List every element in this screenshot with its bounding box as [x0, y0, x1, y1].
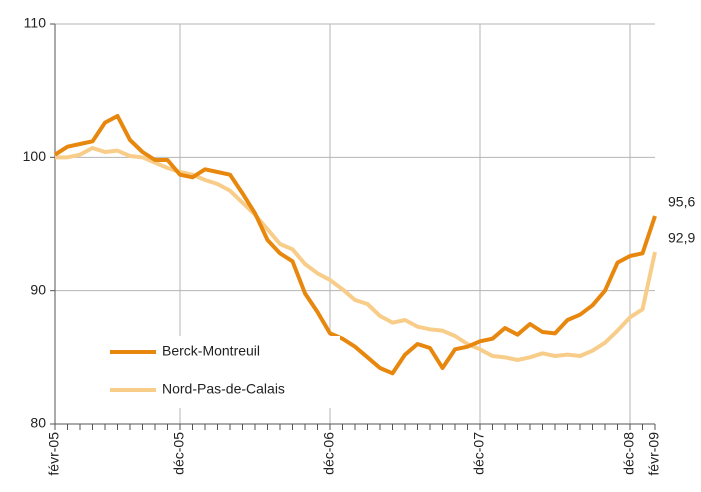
- x-tick-label: déc-06: [321, 432, 337, 475]
- x-tick-label: déc-07: [471, 432, 487, 475]
- series-line: [53, 114, 657, 376]
- y-tick-label: 100: [23, 148, 47, 164]
- value-label: 92,9: [668, 230, 695, 246]
- y-tick-label: 90: [30, 281, 46, 297]
- y-tick-label: 80: [30, 415, 46, 431]
- y-tick-label: 110: [24, 15, 47, 31]
- x-tick-label: févr-09: [646, 432, 662, 476]
- legend-label: Nord-Pas-de-Calais: [162, 381, 285, 397]
- x-tick-label: déc-08: [621, 432, 637, 475]
- x-tick-label: févr-05: [46, 432, 62, 476]
- value-label: 95,6: [668, 194, 695, 210]
- x-tick-label: déc-05: [171, 432, 187, 475]
- legend-box: [100, 336, 340, 408]
- legend: Berck-Montreuil Nord-Pas-de-Calais: [100, 336, 340, 408]
- series-line: [55, 146, 657, 362]
- legend-label: Berck-Montreuil: [162, 343, 260, 359]
